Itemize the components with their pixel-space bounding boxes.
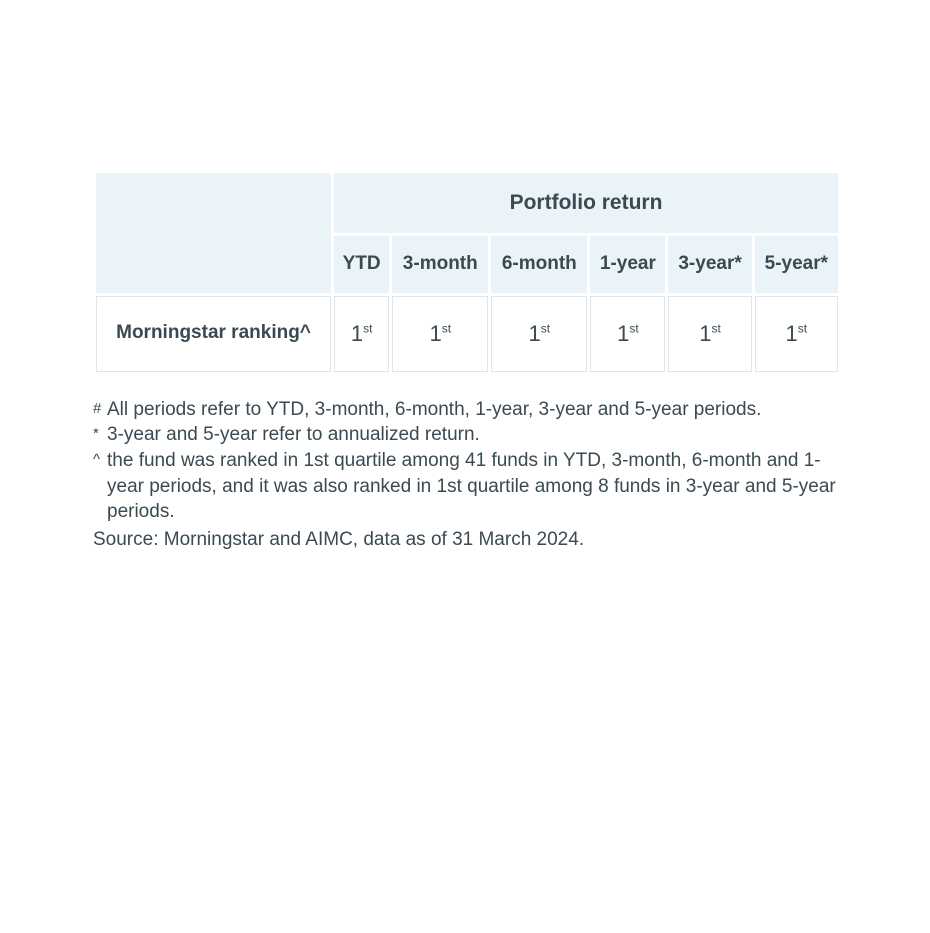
footnote: # All periods refer to YTD, 3-month, 6-m…: [93, 397, 841, 423]
cell-6month: 1st: [491, 296, 587, 372]
cell-1year: 1st: [590, 296, 665, 372]
footnote-text: 3-year and 5-year refer to annualized re…: [107, 422, 841, 448]
source-text: Source: Morningstar and AIMC, data as of…: [93, 527, 841, 553]
table-row: Morningstar ranking^ 1st 1st 1st 1st 1st…: [96, 296, 838, 372]
footnote-mark: *: [93, 422, 107, 446]
header-blank-cell: [96, 173, 331, 293]
row-label: Morningstar ranking^: [96, 296, 331, 372]
cell-3month: 1st: [392, 296, 488, 372]
footnote-mark: ^: [93, 448, 107, 472]
cell-ytd: 1st: [334, 296, 389, 372]
cell-5year: 1st: [755, 296, 838, 372]
footnote: * 3-year and 5-year refer to annualized …: [93, 422, 841, 448]
footnote-mark: #: [93, 397, 107, 421]
col-1year: 1-year: [590, 236, 665, 293]
footnote-text: the fund was ranked in 1st quartile amon…: [107, 448, 841, 525]
col-6month: 6-month: [491, 236, 587, 293]
header-top: Portfolio return: [334, 173, 838, 233]
footnote: ^ the fund was ranked in 1st quartile am…: [93, 448, 841, 525]
cell-3year: 1st: [668, 296, 751, 372]
footnote-text: All periods refer to YTD, 3-month, 6-mon…: [107, 397, 841, 423]
col-3year: 3-year*: [668, 236, 751, 293]
col-ytd: YTD: [334, 236, 389, 293]
portfolio-return-table: Portfolio return YTD 3-month 6-month 1-y…: [93, 170, 841, 375]
footnotes: # All periods refer to YTD, 3-month, 6-m…: [93, 397, 841, 553]
col-3month: 3-month: [392, 236, 488, 293]
col-5year: 5-year*: [755, 236, 838, 293]
